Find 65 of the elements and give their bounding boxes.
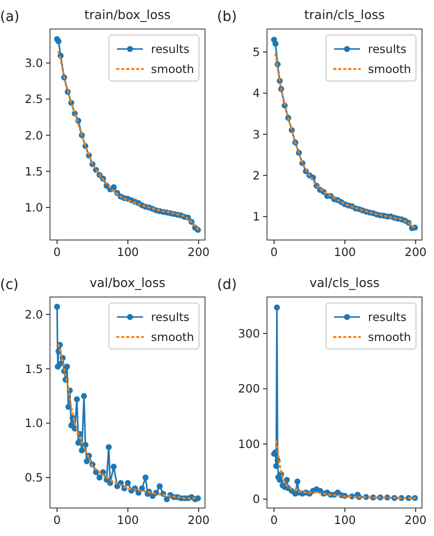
legend-label: results <box>368 42 407 56</box>
text: (d) <box>217 277 237 293</box>
chart-title: val/cls_loss <box>310 275 380 290</box>
y-tick-label: 2.0 <box>24 307 43 322</box>
x-tick-label: 100 <box>116 513 139 527</box>
y-tick-label: 1.0 <box>24 416 43 430</box>
point <box>156 483 163 490</box>
legend-label: results <box>151 310 190 324</box>
point <box>84 458 90 464</box>
point <box>106 444 112 450</box>
point <box>110 464 117 470</box>
point <box>96 474 103 481</box>
text: (a) <box>0 9 20 25</box>
x-tick-label: 200 <box>404 513 427 527</box>
y-tick-label: 0.5 <box>24 470 43 485</box>
point <box>164 496 170 502</box>
point <box>194 495 201 502</box>
point <box>124 480 131 486</box>
chart-title: train/cls_loss <box>304 7 385 22</box>
y-tick-label: 1.5 <box>24 164 43 178</box>
point <box>274 304 280 310</box>
x-tick-label: 100 <box>334 245 356 259</box>
x-tick-label: 0 <box>270 513 278 527</box>
x-tick-label: 100 <box>116 245 139 259</box>
legend-label: results <box>151 42 190 56</box>
x-tick-label: 100 <box>334 513 356 527</box>
text: (c) <box>0 277 19 293</box>
x-tick-label: 200 <box>188 513 210 527</box>
y-tick-label: 200 <box>238 382 260 396</box>
x-tick-label: 200 <box>404 245 427 259</box>
point <box>142 474 149 481</box>
legend-label: results <box>368 310 407 324</box>
y-tick-label: 1.5 <box>24 362 43 376</box>
legend-label: smooth <box>151 330 194 344</box>
point <box>78 447 85 454</box>
x-tick-label: 200 <box>188 245 210 259</box>
y-tick-label: 4 <box>252 86 260 100</box>
y-tick-label: 300 <box>238 326 260 340</box>
y-tick-label: 1 <box>252 210 260 224</box>
y-tick-label: 2.0 <box>24 128 43 142</box>
point <box>64 364 70 370</box>
y-tick-label: 2 <box>252 168 260 182</box>
y-tick-label: 1.0 <box>24 200 43 215</box>
chart-title: train/box_loss <box>84 7 171 22</box>
x-tick-label: 0 <box>53 513 61 527</box>
point <box>272 40 278 47</box>
y-tick-label: 0 <box>252 492 260 506</box>
chart-title: val/box_loss <box>90 275 166 290</box>
y-tick-label: 5 <box>252 45 260 60</box>
point <box>74 396 80 402</box>
legend-label: smooth <box>151 62 194 76</box>
legend-label: smooth <box>368 62 412 76</box>
y-tick-label: 100 <box>238 436 260 451</box>
legend-label: smooth <box>368 330 412 344</box>
point <box>65 404 72 410</box>
x-tick-label: 0 <box>270 245 278 259</box>
point <box>54 304 60 310</box>
text: (b) <box>217 9 237 25</box>
y-tick-label: 3 <box>252 127 260 142</box>
point <box>294 478 300 484</box>
y-tick-label: 2.5 <box>24 92 43 106</box>
x-tick-label: 0 <box>53 245 61 259</box>
point <box>80 392 87 399</box>
y-tick-label: 3.0 <box>24 56 43 70</box>
point <box>273 463 280 470</box>
